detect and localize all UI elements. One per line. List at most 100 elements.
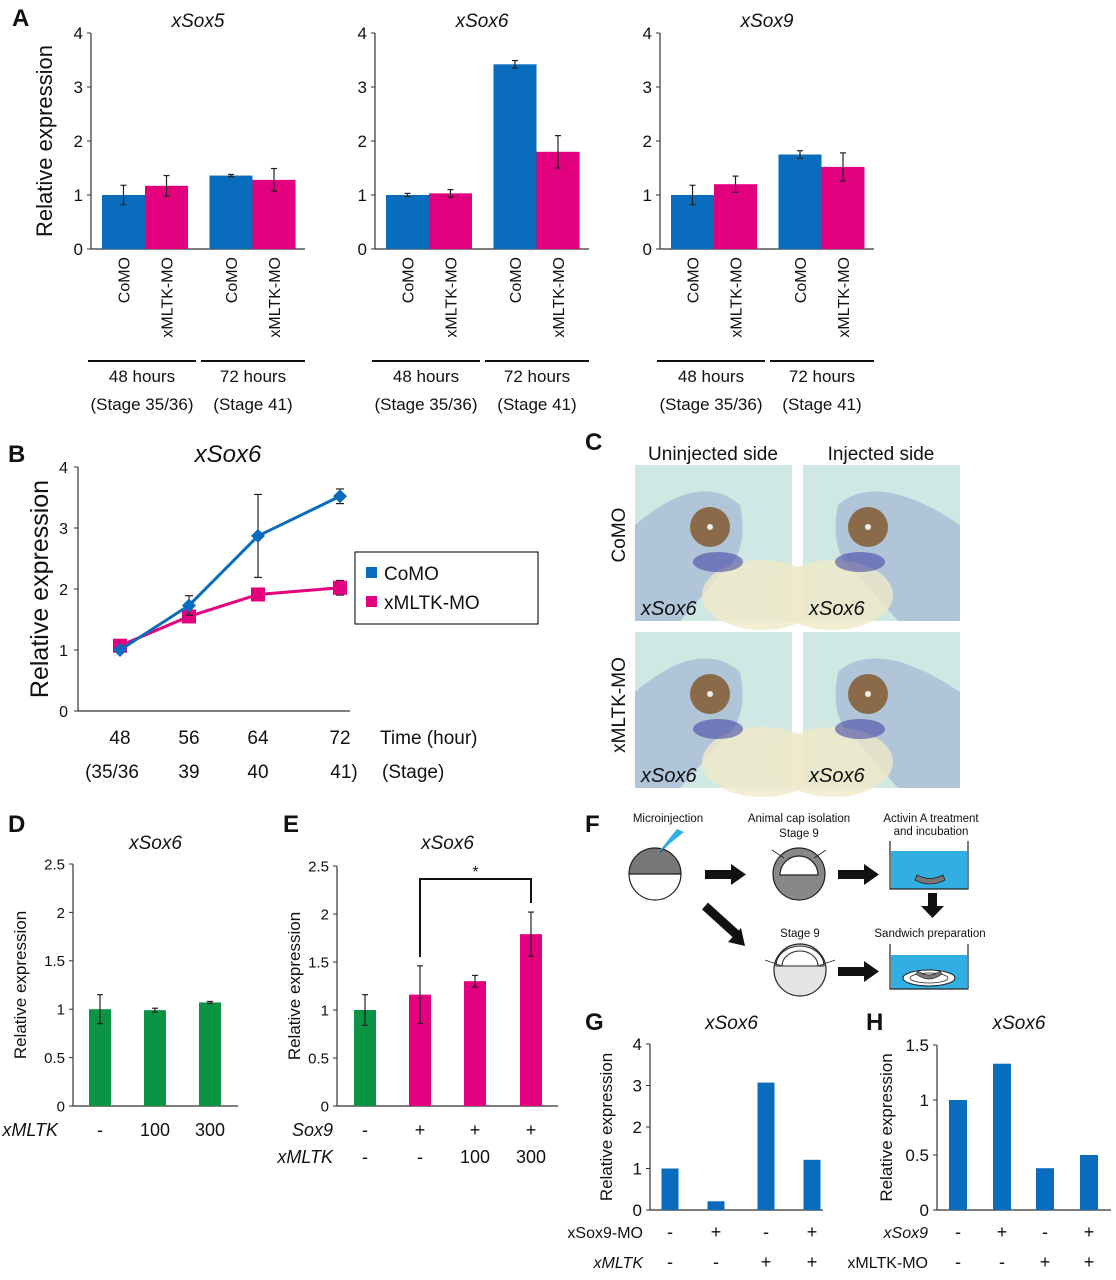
x-axis-label: Time (hour)	[380, 728, 477, 749]
group-label: 48 hours	[393, 367, 459, 386]
y-tick-label: 4	[74, 24, 83, 43]
y-axis-label: Relative expression	[32, 45, 57, 237]
row-label: xMLTK-MO	[847, 1255, 928, 1272]
x-stage-label: (35/36	[85, 762, 139, 783]
y-tick-label: 0	[643, 240, 652, 259]
y-tick-label: 2.5	[308, 858, 329, 875]
x-tick-label: 64	[247, 728, 269, 749]
chart-title: xSox6	[420, 833, 474, 854]
chart-title: xSox6	[128, 833, 182, 854]
row-value: +	[997, 1222, 1008, 1242]
label-animal-cap-isolation: Animal cap isolation	[748, 813, 850, 825]
chart-d-xsox6: 0 0.5 1 1.5 2 2.5 xSox6 Relative expression xMLT…	[1, 833, 238, 1140]
row-value: +	[1084, 1252, 1095, 1272]
group-sublabel: (Stage 35/36)	[90, 395, 193, 414]
y-tick-label: 2	[321, 906, 329, 923]
activin-tank-icon	[889, 841, 969, 890]
eye-highlight	[707, 691, 713, 697]
bar	[714, 184, 757, 249]
y-tick-label: 0	[57, 1098, 65, 1115]
data-point-diamond	[113, 643, 127, 657]
y-axis-label: Relative expression	[11, 911, 30, 1059]
row-value: +	[711, 1222, 722, 1242]
group-sublabel: (Stage 41)	[213, 395, 292, 414]
legend-label: CoMO	[384, 564, 439, 585]
series-line-como	[119, 494, 341, 652]
group-sublabel: (Stage 41)	[497, 395, 576, 414]
y-tick-label: 4	[633, 1035, 642, 1054]
chart-g-xsox6: 0 1 2 3 4 xSox6 Relative expression xSox9-MO xML…	[567, 1013, 823, 1272]
x-category-label: xMLTK-MO	[267, 257, 284, 338]
data-point-square	[333, 580, 347, 595]
panel-letter-f: F	[585, 811, 600, 838]
bar	[209, 175, 253, 249]
row-label: xSox9-MO	[567, 1225, 643, 1242]
chart-e-xsox6: 0 0.5 1 1.5 2 2.5 xSox6 Relative expression * Sox…	[276, 833, 558, 1167]
photo-gene-label: xSox6	[640, 598, 697, 620]
data-point-square	[182, 609, 196, 624]
y-tick-label: 1	[59, 643, 68, 660]
panel-letter-d: D	[8, 811, 25, 838]
row-label: xMLTK	[593, 1255, 645, 1272]
significance-bracket	[419, 878, 532, 957]
row-value: +	[807, 1222, 818, 1242]
photo-gene-label: xSox6	[640, 765, 697, 787]
y-tick-label: 3	[59, 521, 68, 538]
bar	[661, 1168, 679, 1210]
row-label: xMLTK	[276, 1147, 334, 1167]
eye-highlight	[865, 524, 871, 530]
row-value: -	[362, 1120, 368, 1140]
panel-letter-h: H	[866, 1009, 883, 1036]
data-point-diamond	[182, 598, 196, 613]
y-axis-label: Relative expression	[597, 1053, 616, 1201]
panel-c-in-situ-images: Uninjected side Injected side CoMO xMLTK…	[609, 444, 960, 797]
sandwich-tank-icon	[889, 944, 969, 990]
group-sublabel: (Stage 41)	[782, 395, 861, 414]
arrow-icon	[838, 961, 879, 982]
staining	[693, 719, 743, 739]
y-tick-label: 2	[643, 132, 652, 151]
x-tick-label: 72	[329, 728, 350, 749]
y-tick-label: 0	[321, 1098, 329, 1115]
series-line-xmltk-mo	[119, 586, 341, 648]
eye-highlight	[865, 691, 871, 697]
x-stage-label: 39	[178, 762, 199, 783]
y-tick-label: 2	[57, 905, 65, 922]
row-label: xMLTK	[1, 1120, 59, 1140]
y-tick-label: 0	[74, 240, 83, 259]
y-tick-label: 0	[59, 704, 68, 721]
photo-gene-label: xSox6	[808, 765, 865, 787]
panel-letter-a: A	[12, 5, 29, 32]
row-header-xmltk-mo: xMLTK-MO	[609, 657, 630, 753]
row-value: 100	[140, 1120, 170, 1140]
panel-letter-g: G	[585, 1009, 604, 1036]
y-tick-label: 0	[920, 1201, 929, 1220]
row-value: -	[667, 1222, 673, 1242]
arrow-icon	[921, 893, 944, 918]
y-tick-label: 0	[633, 1201, 642, 1220]
significance-star: *	[472, 864, 478, 881]
arrow-icon	[705, 864, 746, 885]
row-value: -	[417, 1147, 423, 1167]
row-value: 300	[195, 1120, 225, 1140]
chart-b-xsox6-timecourse: 0 1 2 3 4 xSox6 Relative expression 48 56 64 72 (35…	[26, 441, 539, 783]
y-tick-label: 1	[920, 1091, 929, 1110]
row-value: +	[526, 1120, 537, 1140]
y-tick-label: 3	[643, 78, 652, 97]
chart-a-xsox5: 0 1 2 3 4 xSox5 Relative expression CoMO xMLTK-M…	[32, 11, 305, 414]
chart-h-xsox6: 0 0.5 1 1.5 xSox6 Relative expression xSox9 xML…	[847, 1013, 1111, 1272]
row-value: -	[97, 1120, 103, 1140]
row-value: +	[415, 1120, 426, 1140]
x-stage-label: 40	[247, 762, 268, 783]
y-axis-label: Relative expression	[285, 912, 304, 1060]
row-value: -	[999, 1252, 1005, 1272]
row-header-como: CoMO	[609, 508, 630, 563]
y-tick-label: 1	[358, 186, 367, 205]
bar	[354, 1010, 376, 1106]
bar	[429, 193, 472, 249]
bar	[1036, 1168, 1054, 1210]
y-tick-label: 0.5	[44, 1050, 65, 1067]
legend-swatch	[366, 567, 377, 578]
group-label: 72 hours	[504, 367, 570, 386]
y-tick-label: 0.5	[308, 1050, 329, 1067]
